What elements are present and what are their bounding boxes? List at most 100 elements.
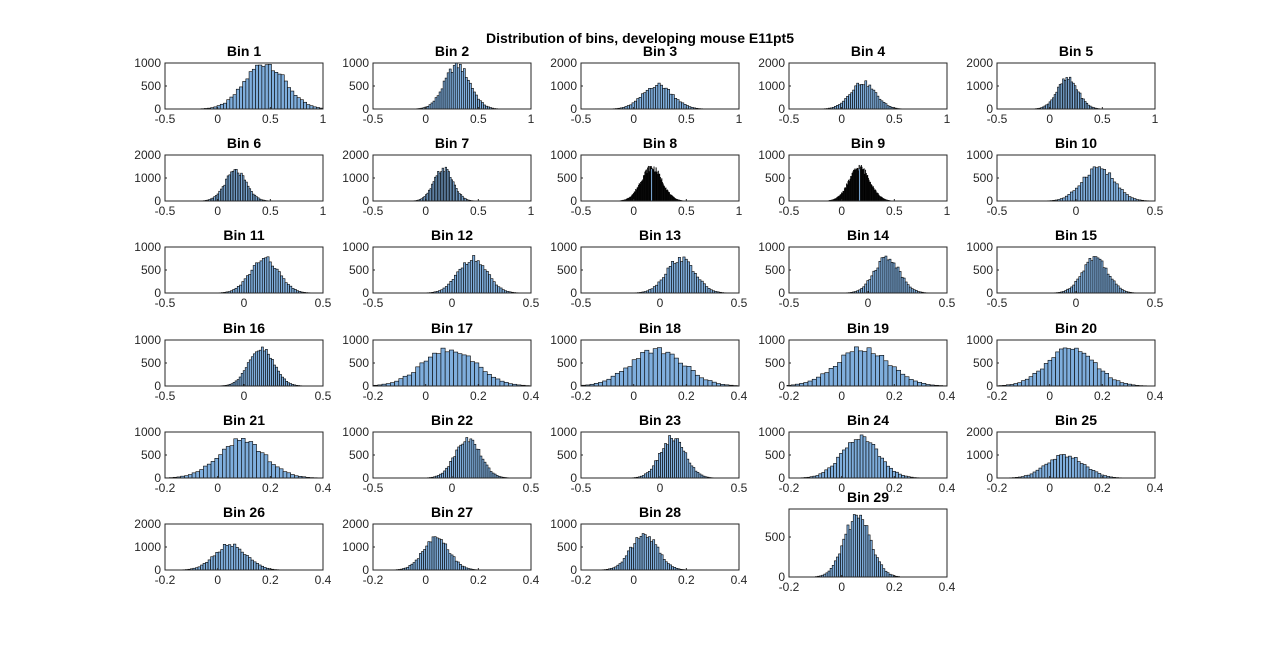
- histogram-bar: [641, 93, 645, 110]
- histogram-bar: [692, 467, 696, 479]
- histogram-bar: [260, 452, 265, 479]
- histogram-bar: [232, 382, 236, 387]
- histogram-bar: [657, 82, 661, 110]
- histogram-bar: [678, 362, 683, 387]
- histogram-bar: [874, 554, 877, 578]
- histogram-bar: [455, 449, 458, 479]
- histogram-bar: [266, 256, 270, 294]
- histogram-bar: [1100, 168, 1104, 202]
- x-tick-label: 0: [1046, 112, 1053, 126]
- x-tick-label: 0.2: [470, 389, 487, 403]
- histogram-bar: [1029, 473, 1034, 479]
- histogram-bar: [696, 471, 700, 479]
- histogram-bar: [627, 550, 630, 571]
- histogram-bar: [876, 557, 879, 578]
- histogram-bar: [879, 354, 885, 387]
- histogram-bar: [665, 351, 671, 387]
- histogram-bar: [471, 439, 475, 479]
- histogram-bar: [1105, 174, 1109, 202]
- histogram-bar: [1044, 463, 1049, 479]
- histogram-bar: [248, 441, 254, 479]
- histogram-bar: [452, 65, 456, 110]
- x-tick-label: 0.5: [1147, 204, 1164, 218]
- histogram-bar: [888, 258, 892, 294]
- histogram-bar: [279, 374, 282, 387]
- histogram-bar: [606, 378, 612, 387]
- histogram-bar: [416, 558, 420, 571]
- histogram-bar: [689, 265, 693, 294]
- histogram-bar: [868, 442, 873, 479]
- histogram-bar: [1115, 380, 1121, 387]
- histogram-bar: [250, 269, 254, 294]
- histogram-bar: [636, 98, 640, 110]
- histogram-bar: [875, 355, 880, 387]
- histogram-bar: [268, 261, 272, 294]
- histogram-bar: [1082, 464, 1087, 479]
- y-tick-label: 1000: [550, 517, 577, 531]
- histogram-bar: [1084, 264, 1088, 294]
- x-tick-label: 0.5: [886, 112, 903, 126]
- x-tick-label: -0.5: [571, 296, 592, 310]
- histogram-bar: [264, 64, 269, 110]
- histogram-bar: [255, 351, 258, 387]
- x-tick-label: -0.2: [155, 481, 176, 495]
- histogram-bar: [246, 275, 249, 294]
- histogram-bar: [1120, 289, 1124, 294]
- subplot-title: Bin 26: [223, 504, 265, 520]
- y-tick-label: 2000: [134, 148, 161, 162]
- histogram-bar: [825, 572, 829, 578]
- histogram-bar: [860, 288, 863, 294]
- histogram-bar: [1102, 169, 1107, 202]
- histogram-bars: [581, 347, 738, 387]
- histogram-bar: [306, 104, 311, 110]
- x-tick-label: -0.5: [987, 296, 1008, 310]
- histogram-bar: [267, 64, 272, 110]
- histogram-bar: [255, 563, 259, 571]
- y-tick-label: 0: [986, 286, 993, 300]
- subplot-title: Bin 24: [847, 412, 889, 428]
- histogram-bar: [803, 382, 809, 387]
- histogram-bar: [478, 366, 484, 387]
- histogram-bar: [662, 87, 666, 110]
- histogram-bar: [444, 543, 448, 571]
- histogram-bar: [629, 104, 633, 110]
- histogram-bar: [191, 472, 197, 479]
- x-tick-label: 0: [449, 296, 456, 310]
- histogram-bar: [681, 102, 685, 110]
- histogram-bar: [1077, 185, 1081, 202]
- subplot-title: Bin 27: [431, 504, 473, 520]
- histogram-bar: [629, 546, 632, 571]
- x-tick-label: -0.2: [987, 481, 1008, 495]
- y-tick-label: 1000: [134, 540, 161, 554]
- histogram-bar: [257, 350, 260, 387]
- histogram-bar: [290, 90, 295, 110]
- y-tick-label: 1000: [342, 56, 369, 70]
- histogram-bar: [676, 438, 679, 479]
- histogram-bar: [271, 464, 276, 479]
- histogram-bars: [200, 64, 324, 110]
- histogram-bar: [258, 564, 262, 571]
- histogram-bar: [898, 473, 902, 479]
- x-tick-label: -0.5: [363, 296, 384, 310]
- histogram-bar: [882, 102, 886, 110]
- histogram-bar: [908, 286, 912, 294]
- histogram-bar: [674, 438, 677, 479]
- histogram-bar: [200, 564, 204, 571]
- histogram-bar: [644, 473, 647, 479]
- histogram-bar: [682, 365, 688, 387]
- histogram-bar: [845, 447, 849, 479]
- y-tick-label: 0: [778, 471, 785, 485]
- histogram-bar: [849, 351, 855, 387]
- y-tick-label: 1000: [966, 448, 993, 462]
- histogram-bar: [837, 362, 842, 387]
- x-tick-label: 0.4: [939, 481, 956, 495]
- histogram-bar: [1085, 355, 1090, 387]
- histogram-bar: [880, 257, 884, 294]
- y-tick-label: 1000: [134, 56, 161, 70]
- histogram-bar: [668, 435, 671, 479]
